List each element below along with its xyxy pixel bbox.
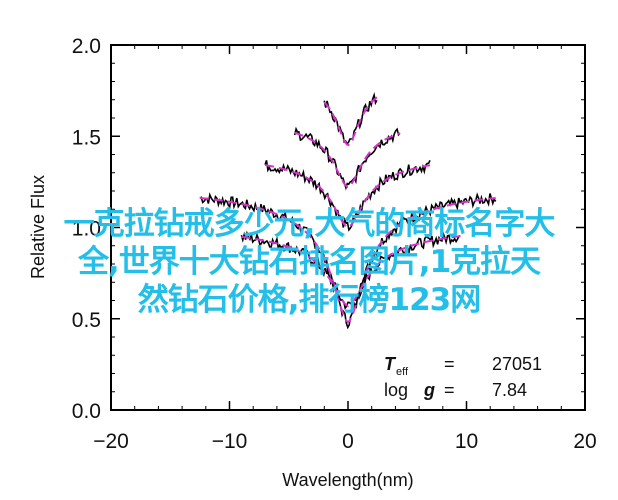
model-spectrum-line-4 xyxy=(294,131,401,188)
y-tick-label: 1.0 xyxy=(72,218,101,241)
y-tick-label: 1.5 xyxy=(72,126,101,149)
x-ticks: −20 −10 0 10 20 xyxy=(93,45,597,453)
x-tick-label: 10 xyxy=(455,430,478,453)
logg-equals: = xyxy=(444,380,455,400)
observed-spectrum-line-3 xyxy=(264,159,431,232)
x-tick-label: −20 xyxy=(93,430,129,453)
teff-equals: = xyxy=(444,354,455,374)
x-tick-label: −10 xyxy=(212,430,248,453)
parameter-annotation: T eff = 27051 log g = 7.84 xyxy=(384,354,542,400)
x-tick-label: 20 xyxy=(573,430,596,453)
y-tick-label: 0.0 xyxy=(72,400,101,423)
logg-label: log xyxy=(384,380,408,400)
x-tick-label: 0 xyxy=(342,430,354,453)
observed-spectrum-line-4 xyxy=(293,126,401,191)
model-spectrum-line-1 xyxy=(199,196,496,324)
series-layer xyxy=(199,92,497,330)
model-spectrum-line-3 xyxy=(264,164,431,229)
teff-symbol: T xyxy=(384,354,397,374)
model-spectrum-line-2 xyxy=(241,235,461,308)
model-spectrum-line-5 xyxy=(323,96,378,147)
y-axis-label: Relative Flux xyxy=(28,175,48,279)
teff-subscript: eff xyxy=(396,366,409,378)
y-tick-label: 0.5 xyxy=(72,309,101,332)
x-axis-label: Wavelength(nm) xyxy=(282,470,413,490)
teff-value: 27051 xyxy=(492,354,542,374)
observed-spectrum-line-5 xyxy=(323,92,378,146)
observed-spectrum-line-1 xyxy=(199,192,497,330)
y-ticks: 0.0 0.5 1.0 1.5 2.0 xyxy=(72,35,585,423)
logg-symbol: g xyxy=(423,380,435,400)
y-tick-label: 2.0 xyxy=(72,35,101,58)
logg-value: 7.84 xyxy=(492,380,527,400)
observed-spectrum-line-2 xyxy=(240,230,461,310)
